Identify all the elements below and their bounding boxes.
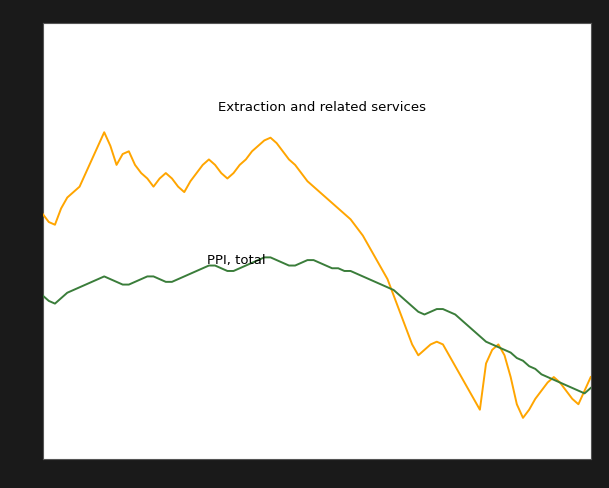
Text: PPI, total: PPI, total [207,253,266,266]
Text: Extraction and related services: Extraction and related services [218,102,426,114]
